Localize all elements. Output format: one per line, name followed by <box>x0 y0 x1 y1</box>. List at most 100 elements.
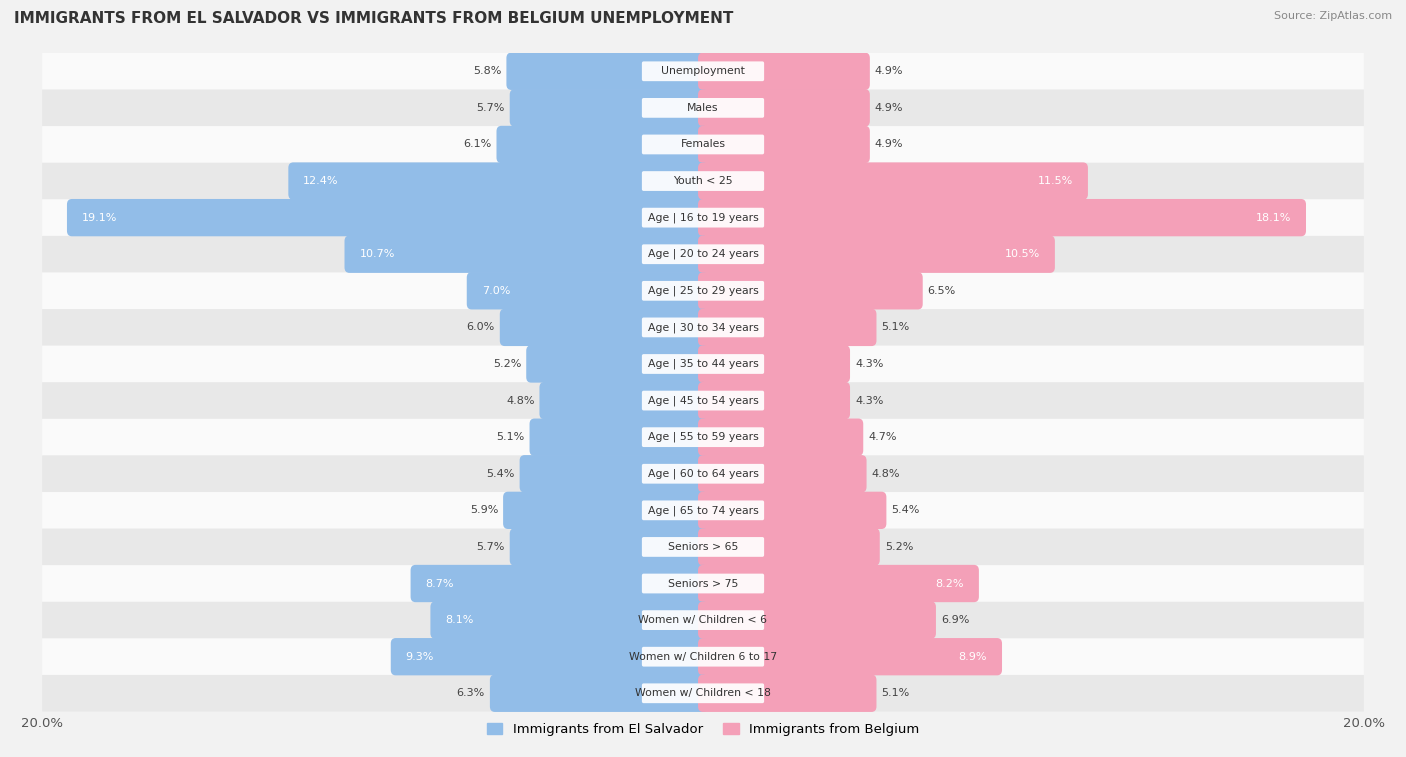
FancyBboxPatch shape <box>503 492 709 529</box>
FancyBboxPatch shape <box>643 281 763 301</box>
FancyBboxPatch shape <box>530 419 709 456</box>
FancyBboxPatch shape <box>697 273 922 310</box>
Text: 9.3%: 9.3% <box>405 652 434 662</box>
Text: Age | 16 to 19 years: Age | 16 to 19 years <box>648 213 758 223</box>
Text: 5.1%: 5.1% <box>496 432 524 442</box>
Text: Age | 65 to 74 years: Age | 65 to 74 years <box>648 505 758 516</box>
Text: 6.3%: 6.3% <box>457 688 485 698</box>
Text: Age | 25 to 29 years: Age | 25 to 29 years <box>648 285 758 296</box>
FancyBboxPatch shape <box>643 684 763 703</box>
Text: Source: ZipAtlas.com: Source: ZipAtlas.com <box>1274 11 1392 21</box>
Text: 5.4%: 5.4% <box>486 469 515 478</box>
Text: 5.1%: 5.1% <box>882 322 910 332</box>
FancyBboxPatch shape <box>697 674 876 712</box>
FancyBboxPatch shape <box>411 565 709 602</box>
FancyBboxPatch shape <box>42 199 1364 236</box>
Text: 4.3%: 4.3% <box>855 359 883 369</box>
FancyBboxPatch shape <box>697 163 1088 200</box>
FancyBboxPatch shape <box>697 126 870 163</box>
Text: 4.7%: 4.7% <box>868 432 897 442</box>
FancyBboxPatch shape <box>643 391 763 410</box>
Text: Women w/ Children < 18: Women w/ Children < 18 <box>636 688 770 698</box>
FancyBboxPatch shape <box>697 455 866 492</box>
FancyBboxPatch shape <box>42 492 1364 528</box>
Text: Age | 45 to 54 years: Age | 45 to 54 years <box>648 395 758 406</box>
FancyBboxPatch shape <box>643 171 763 191</box>
FancyBboxPatch shape <box>643 464 763 484</box>
FancyBboxPatch shape <box>42 528 1364 565</box>
FancyBboxPatch shape <box>697 53 870 90</box>
Text: Youth < 25: Youth < 25 <box>673 176 733 186</box>
FancyBboxPatch shape <box>42 565 1364 602</box>
Text: 6.9%: 6.9% <box>941 615 969 625</box>
Text: 4.3%: 4.3% <box>855 396 883 406</box>
FancyBboxPatch shape <box>520 455 709 492</box>
Text: 4.9%: 4.9% <box>875 67 903 76</box>
Text: 6.5%: 6.5% <box>928 286 956 296</box>
Text: 5.7%: 5.7% <box>477 542 505 552</box>
FancyBboxPatch shape <box>697 345 851 382</box>
Text: 8.7%: 8.7% <box>426 578 454 588</box>
FancyBboxPatch shape <box>643 245 763 264</box>
Text: Age | 55 to 59 years: Age | 55 to 59 years <box>648 432 758 442</box>
FancyBboxPatch shape <box>643 500 763 520</box>
FancyBboxPatch shape <box>697 638 1002 675</box>
Text: 10.7%: 10.7% <box>360 249 395 259</box>
FancyBboxPatch shape <box>42 273 1364 309</box>
FancyBboxPatch shape <box>697 89 870 126</box>
Text: Age | 20 to 24 years: Age | 20 to 24 years <box>648 249 758 260</box>
FancyBboxPatch shape <box>42 53 1364 89</box>
Text: 5.9%: 5.9% <box>470 506 498 516</box>
Text: 5.2%: 5.2% <box>494 359 522 369</box>
FancyBboxPatch shape <box>430 602 709 639</box>
FancyBboxPatch shape <box>42 456 1364 492</box>
FancyBboxPatch shape <box>42 602 1364 638</box>
Text: 12.4%: 12.4% <box>304 176 339 186</box>
Text: 4.8%: 4.8% <box>506 396 534 406</box>
FancyBboxPatch shape <box>697 382 851 419</box>
FancyBboxPatch shape <box>643 61 763 81</box>
FancyBboxPatch shape <box>643 354 763 374</box>
Text: IMMIGRANTS FROM EL SALVADOR VS IMMIGRANTS FROM BELGIUM UNEMPLOYMENT: IMMIGRANTS FROM EL SALVADOR VS IMMIGRANT… <box>14 11 734 26</box>
FancyBboxPatch shape <box>643 427 763 447</box>
FancyBboxPatch shape <box>643 135 763 154</box>
FancyBboxPatch shape <box>540 382 709 419</box>
FancyBboxPatch shape <box>42 638 1364 675</box>
FancyBboxPatch shape <box>42 419 1364 456</box>
Text: Seniors > 75: Seniors > 75 <box>668 578 738 588</box>
FancyBboxPatch shape <box>42 163 1364 199</box>
Text: 4.8%: 4.8% <box>872 469 900 478</box>
FancyBboxPatch shape <box>42 346 1364 382</box>
FancyBboxPatch shape <box>697 419 863 456</box>
FancyBboxPatch shape <box>697 565 979 602</box>
Text: 5.4%: 5.4% <box>891 506 920 516</box>
FancyBboxPatch shape <box>288 163 709 200</box>
Text: Women w/ Children 6 to 17: Women w/ Children 6 to 17 <box>628 652 778 662</box>
Text: Age | 35 to 44 years: Age | 35 to 44 years <box>648 359 758 369</box>
FancyBboxPatch shape <box>42 675 1364 712</box>
Text: Unemployment: Unemployment <box>661 67 745 76</box>
Text: Males: Males <box>688 103 718 113</box>
FancyBboxPatch shape <box>643 98 763 118</box>
FancyBboxPatch shape <box>697 492 886 529</box>
FancyBboxPatch shape <box>643 646 763 667</box>
Text: 4.9%: 4.9% <box>875 103 903 113</box>
FancyBboxPatch shape <box>467 273 709 310</box>
FancyBboxPatch shape <box>42 89 1364 126</box>
FancyBboxPatch shape <box>643 610 763 630</box>
Text: 5.1%: 5.1% <box>882 688 910 698</box>
FancyBboxPatch shape <box>489 674 709 712</box>
Text: 11.5%: 11.5% <box>1038 176 1073 186</box>
Legend: Immigrants from El Salvador, Immigrants from Belgium: Immigrants from El Salvador, Immigrants … <box>481 718 925 741</box>
FancyBboxPatch shape <box>643 207 763 228</box>
FancyBboxPatch shape <box>697 235 1054 273</box>
Text: Females: Females <box>681 139 725 149</box>
FancyBboxPatch shape <box>510 89 709 126</box>
Text: Age | 30 to 34 years: Age | 30 to 34 years <box>648 322 758 332</box>
FancyBboxPatch shape <box>643 574 763 593</box>
FancyBboxPatch shape <box>506 53 709 90</box>
Text: 6.1%: 6.1% <box>464 139 492 149</box>
FancyBboxPatch shape <box>42 126 1364 163</box>
FancyBboxPatch shape <box>496 126 709 163</box>
Text: 4.9%: 4.9% <box>875 139 903 149</box>
